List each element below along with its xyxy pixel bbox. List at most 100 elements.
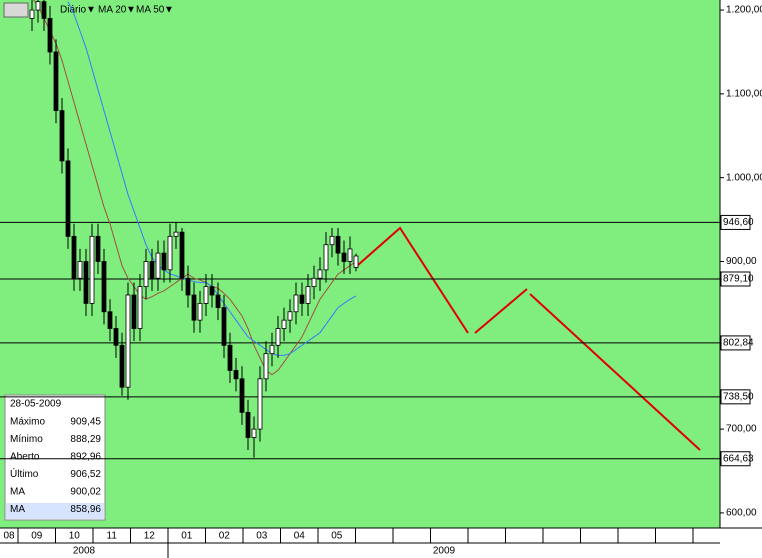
candle-body xyxy=(179,231,185,279)
candle-body xyxy=(53,51,59,112)
x-tick-label: 10 xyxy=(69,531,81,542)
info-label: Mínimo xyxy=(10,434,43,445)
info-value: 900,02 xyxy=(70,487,101,498)
candle-body xyxy=(299,294,305,304)
x-tick-label: 04 xyxy=(294,531,306,542)
info-box: 28-05-2009 xyxy=(4,394,106,521)
candle-body xyxy=(341,252,347,262)
candle-body xyxy=(323,244,329,271)
candle-body xyxy=(59,110,65,162)
info-label: Máximo xyxy=(10,417,45,428)
candle-body xyxy=(173,231,179,237)
candle-body xyxy=(227,344,233,371)
x-tick-label: 09 xyxy=(31,531,43,542)
candle-body xyxy=(41,1,47,19)
projection xyxy=(474,288,528,334)
info-value: 888,29 xyxy=(70,434,101,445)
candle-body xyxy=(239,378,245,413)
info-highlight xyxy=(6,503,104,519)
level-label: 738,50 xyxy=(723,391,754,402)
info-label: Aberto xyxy=(10,452,40,463)
candle-body xyxy=(251,428,257,438)
projection xyxy=(529,293,701,451)
level-label: 802,84 xyxy=(723,338,754,349)
candle-body xyxy=(221,307,227,346)
candle-body xyxy=(311,277,317,288)
candle-body xyxy=(203,286,209,304)
candle-body xyxy=(209,286,215,296)
y-tick-label: 1.100,00 xyxy=(726,89,762,100)
legend-arrow: ▼ xyxy=(164,5,174,16)
legend: Diário ▼ MA 20 ▼ MA 50 ▼ xyxy=(3,2,174,18)
legend-arrow: ▼ xyxy=(126,5,136,16)
level-label: 664,63 xyxy=(723,453,754,464)
x-tick-label: 02 xyxy=(219,531,231,542)
candle-body xyxy=(125,294,131,388)
info-value: 858,96 xyxy=(70,504,101,515)
level-label-box xyxy=(720,389,751,405)
candle-body xyxy=(65,160,71,237)
candle-body xyxy=(131,294,137,329)
candle-body xyxy=(167,235,173,271)
level-label: 946,60 xyxy=(723,217,754,228)
axis-background xyxy=(720,0,762,528)
level-label-box xyxy=(720,214,751,230)
candle-body xyxy=(35,1,41,11)
x-tick-label: 11 xyxy=(107,531,118,542)
x-tick-label: 05 xyxy=(331,531,343,542)
candle-body xyxy=(257,378,263,430)
candle-body xyxy=(107,311,113,329)
candle-body xyxy=(119,344,125,388)
candle-body xyxy=(347,248,353,262)
candle-body xyxy=(215,294,221,308)
candle-body xyxy=(305,286,311,304)
candle-body xyxy=(29,9,35,19)
level-label-box xyxy=(720,271,751,287)
candle-body xyxy=(149,261,155,279)
candle-body xyxy=(71,235,77,279)
info-value: 909,45 xyxy=(70,417,101,428)
info-value: 906,52 xyxy=(70,469,101,480)
candle-body xyxy=(47,18,53,53)
candle-body xyxy=(245,411,251,438)
legend-icon xyxy=(3,2,29,18)
x-tick-label: 01 xyxy=(181,531,193,542)
y-tick-label: 600,00 xyxy=(726,508,757,519)
info-background xyxy=(4,394,106,521)
interval-arrow: ▼ xyxy=(86,5,96,16)
candle-body xyxy=(89,235,95,304)
candle-body xyxy=(137,286,143,329)
candle-body xyxy=(275,328,281,346)
info-value: 892,96 xyxy=(70,452,101,463)
candle-body xyxy=(281,319,287,329)
info-label: MA xyxy=(10,487,25,498)
candle-body xyxy=(101,261,107,313)
ma-line xyxy=(33,0,357,376)
candle-body xyxy=(293,294,299,313)
candle-body xyxy=(161,252,167,271)
year-label: 2009 xyxy=(433,546,456,557)
candle-body xyxy=(197,302,203,321)
candle-body xyxy=(143,261,149,288)
candle-body xyxy=(155,252,161,279)
info-label: Último xyxy=(10,467,39,480)
candle-body xyxy=(335,235,341,254)
y-tick-label: 700,00 xyxy=(726,424,757,435)
candle-body xyxy=(233,370,239,380)
candle-body xyxy=(329,235,335,246)
candle-body xyxy=(185,277,191,296)
info-label: MA xyxy=(10,504,25,515)
projection xyxy=(357,226,469,334)
y-tick-label: 1.000,00 xyxy=(726,172,762,183)
candle-body xyxy=(113,328,119,346)
y-tick-label: 1.200,00 xyxy=(726,5,762,16)
candle-body xyxy=(269,344,275,355)
info-date: 28-05-2009 xyxy=(10,399,62,410)
y-tick-label: 900,00 xyxy=(726,256,757,267)
candle-body xyxy=(191,294,197,321)
candle-body xyxy=(287,311,293,321)
candle-body xyxy=(317,269,323,279)
level-label-box xyxy=(720,335,751,351)
